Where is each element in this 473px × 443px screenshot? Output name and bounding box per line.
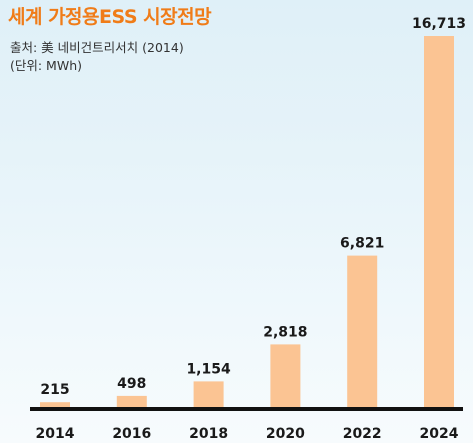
x-tick-label-2020: 2020 xyxy=(266,426,305,442)
x-tick-label-2024: 2024 xyxy=(420,426,459,442)
bars-group xyxy=(40,36,454,407)
unit-note: (단위: MWh) xyxy=(10,58,83,73)
x-tick-label-2022: 2022 xyxy=(343,426,382,442)
source-note: 출처: 美 네비건트리서치 (2014) xyxy=(10,40,184,55)
x-tick-label-2018: 2018 xyxy=(189,426,228,442)
x-tick-label-2016: 2016 xyxy=(112,426,151,442)
bar-2016 xyxy=(116,395,147,407)
value-label-2018: 1,154 xyxy=(186,361,231,377)
value-label-2022: 6,821 xyxy=(340,236,384,252)
value-label-2024: 16,713 xyxy=(412,16,466,32)
chart-title: 세계 가정용ESS 시장전망 xyxy=(8,6,212,28)
bar-2018 xyxy=(193,381,224,407)
value-label-2016: 498 xyxy=(117,376,146,392)
value-labels-group: 215 498 1,154 2,818 6,821 16,713 xyxy=(40,16,466,398)
bar-2014 xyxy=(40,402,70,407)
x-tick-labels-group: 2014 2016 2018 2020 2022 2024 xyxy=(36,426,459,442)
value-label-2014: 215 xyxy=(40,382,69,398)
value-label-2020: 2,818 xyxy=(263,324,307,340)
bar-2024 xyxy=(424,36,454,407)
bar-2022 xyxy=(347,255,378,407)
x-tick-label-2014: 2014 xyxy=(36,426,75,442)
bar-2020 xyxy=(270,344,301,407)
